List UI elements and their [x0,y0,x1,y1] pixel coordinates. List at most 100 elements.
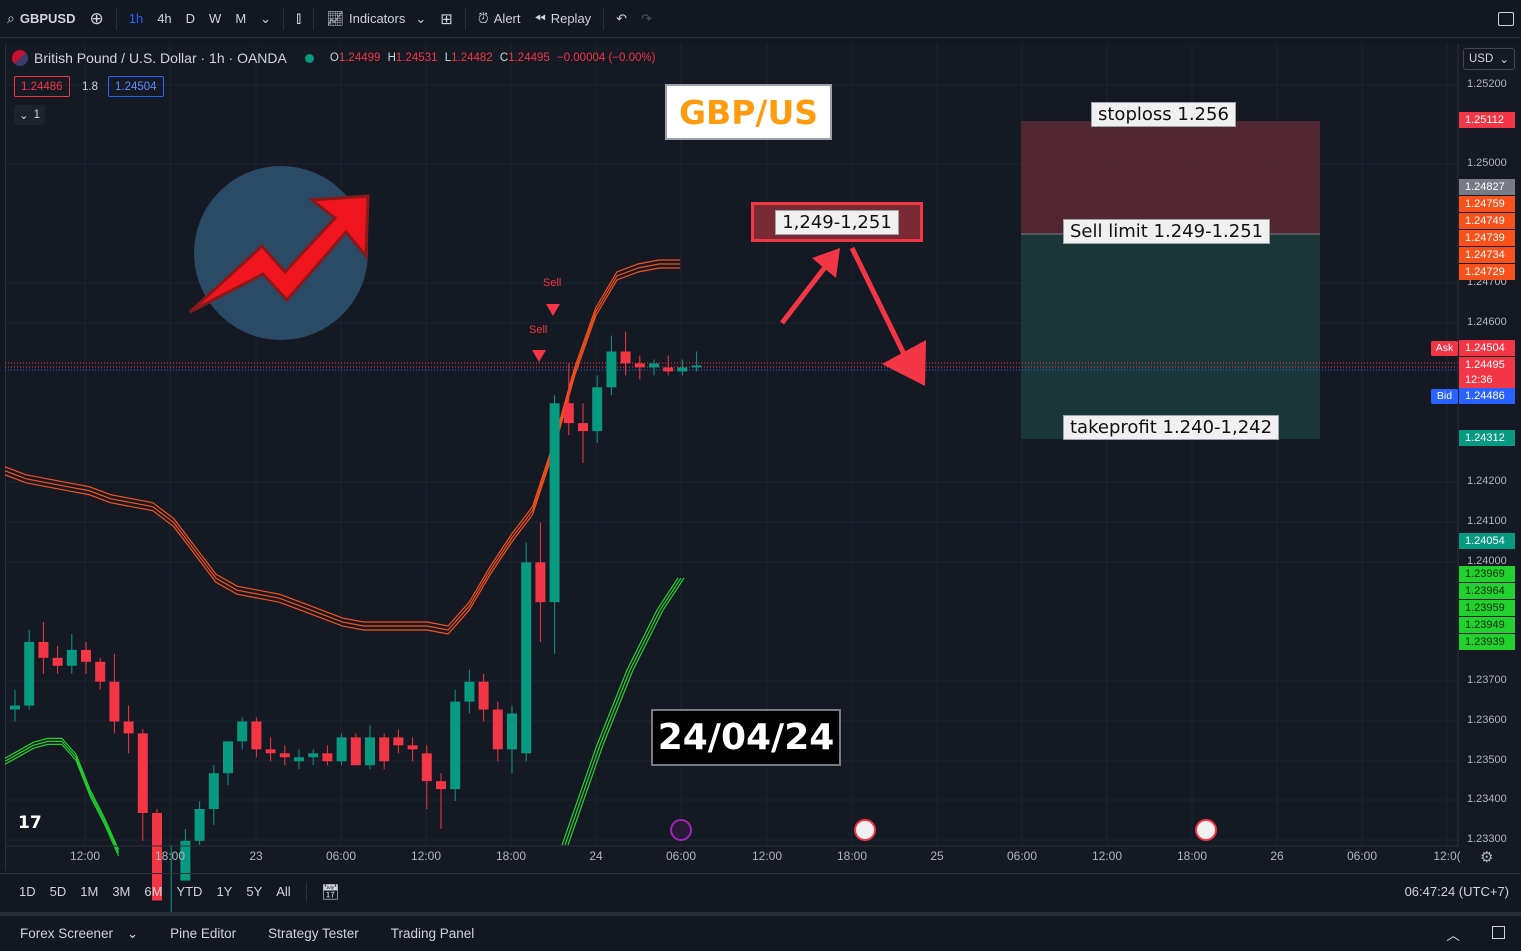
range-1y[interactable]: 1Y [216,884,233,899]
sell-signal-label: Sell [543,277,562,289]
price-label: 1.25112 [1459,112,1515,128]
high-value: 1.24531 [395,52,438,64]
buy-price-button[interactable]: 1.24504 [108,76,164,97]
bottom-panel-tabs: Forex Screener ⌄ Pine Editor Strategy Te… [0,912,1521,951]
time-tick: 12:00 [751,849,783,863]
price-tick: 1.24600 [1467,316,1507,328]
range-5d[interactable]: 5D [49,884,67,899]
compare-symbol-button[interactable]: ⊕ [82,0,110,38]
time-tick: 24 [589,849,603,863]
price-tick: 1.23400 [1467,793,1507,805]
divider [464,7,466,30]
alarm-clock-icon: ⏰︎ [477,10,489,26]
undo-button[interactable]: ↶ [609,0,634,38]
close-label: C [499,52,509,64]
divider [313,7,315,30]
sell-price-button[interactable]: 1.24486 [14,76,70,97]
chevron-down-icon: ⌄ [260,10,272,26]
price-tick: 1.24200 [1467,475,1507,487]
entry-range-box[interactable]: 1,249-1,251 [751,202,923,242]
pair-title-text: GBP/US [678,92,819,132]
time-tick: 12:00 [410,849,442,863]
indicators-label: Indicators [348,11,406,26]
date-label[interactable]: 24/04/24 [651,709,841,766]
chevron-down-icon: ⌄ [415,10,427,26]
interval-4h[interactable]: 4h [157,11,172,26]
redo-button[interactable]: ↷ [634,0,659,38]
maximize-panel-button[interactable] [1476,925,1521,942]
time-tick: 18:00 [495,849,527,863]
price-label: 1.24734 [1459,247,1515,263]
fullscreen-button[interactable] [1491,0,1521,38]
time-axis[interactable]: 12:00 18:00 23 06:00 12:00 18:00 24 06:00 12:00 1… [5,846,1461,868]
interval-w[interactable]: W [209,11,222,26]
price-tick: 1.23300 [1467,833,1507,845]
takeprofit-label[interactable]: takeprofit 1.240-1,242 [1063,415,1280,440]
currency-select[interactable]: USD ⌄ [1463,48,1515,70]
chevron-down-icon: ⌄ [1499,54,1509,66]
range-1d[interactable]: 1D [19,884,36,899]
open-label: O [329,52,339,64]
goto-date-button[interactable]: 📅︎ [315,883,346,901]
alert-label: Alert [493,11,521,26]
symbol-search[interactable]: ⌕ GBPUSD [0,0,82,38]
time-tick: 12:00 [69,849,101,863]
price-label: 1.24759 [1459,196,1515,212]
candles-icon: ⫾ [296,9,302,27]
range-all[interactable]: All [276,884,291,899]
tab-pine-editor[interactable]: Pine Editor [170,926,237,941]
range-3m[interactable]: 3M [112,884,131,899]
legend-title[interactable]: British Pound / U.S. Dollar · 1h · OANDA [34,50,287,66]
time-tick: 06:00 [665,849,697,863]
interval-d[interactable]: D [185,11,196,26]
pair-title-box[interactable]: GBP/US [665,84,832,140]
price-label: 1.24486 [1459,388,1515,404]
interval-m[interactable]: M [235,11,247,26]
range-buttons: 1D 5D 1M 3M 6M YTD 1Y 5Y All [12,884,298,899]
settings-button[interactable]: ⚙︎ [1480,848,1493,866]
indicators-icon: 📈︎ [326,10,344,26]
tab-forex-screener[interactable]: Forex Screener ⌄ [0,926,154,942]
range-5y[interactable]: 5Y [246,884,263,899]
open-value: 1.24499 [338,52,381,64]
clock[interactable]: 06:47:24 (UTC+7) [1404,884,1509,899]
interval-dropdown[interactable]: ⌄ [253,0,278,38]
calendar-icon: 📅︎ [320,883,340,901]
tab-strategy-tester[interactable]: Strategy Tester [268,926,359,941]
tab-trading-panel[interactable]: Trading Panel [390,926,475,941]
divider [115,7,117,30]
range-6m[interactable]: 6M [144,884,163,899]
collapse-panel-button[interactable]: ︿ [1431,924,1477,944]
time-tick: 26 [1270,849,1284,863]
price-label: 1.23969 [1459,566,1515,582]
sell-price: 1.24486 [21,80,63,93]
currency-label: USD [1469,53,1494,65]
maximize-icon [1492,925,1505,939]
search-icon: ⌕ [7,10,15,26]
indicators-button[interactable]: 📈︎ Indicators ⌄ [319,0,433,38]
alert-button[interactable]: ⏰︎ Alert [471,0,528,38]
time-tick: 18:00 [1176,849,1208,863]
price-label: 1.24504 [1459,340,1515,356]
chevron-down-icon: ⌄ [18,110,29,122]
top-toolbar: ⌕ GBPUSD ⊕ 1h 4h D W M ⌄ ⫾ 📈︎ Indicators… [0,0,1521,38]
time-tick: 06:00 [1346,849,1378,863]
range-1m[interactable]: 1M [80,884,99,899]
time-tick: 06:00 [1006,849,1038,863]
low-value: 1.24482 [451,52,493,64]
plus-circle-icon: ⊕ [89,8,104,28]
change-value: −0.00004 (−0.00%) [556,52,656,64]
ohlc-values: O1.24499 H1.24531 L1.24482 C1.24495 −0.0… [330,52,656,64]
interval-1h[interactable]: 1h [128,11,144,26]
price-tick: 1.24100 [1467,515,1507,527]
chart-type-button[interactable]: ⫾ [289,0,308,38]
stoploss-label[interactable]: stoploss 1.256 [1091,102,1236,127]
replay-button[interactable]: ⏪︎ Replay [528,0,599,38]
indicator-collapse-button[interactable]: ⌄ 1 [14,105,45,125]
price-label: 1.24827 [1459,179,1515,195]
time-tick: 23 [249,849,263,863]
sell-limit-label[interactable]: Sell limit 1.249-1.251 [1063,219,1271,244]
symbol-label: GBPUSD [19,11,76,26]
layouts-button[interactable]: ⊞ [433,0,460,38]
range-ytd[interactable]: YTD [176,884,203,899]
